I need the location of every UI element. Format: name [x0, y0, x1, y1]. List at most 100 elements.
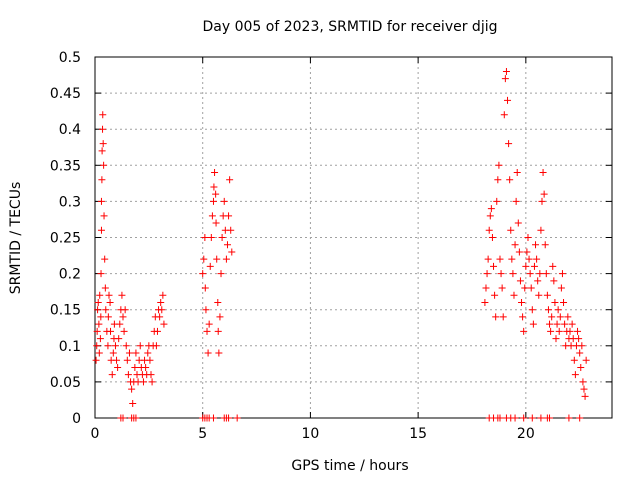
data-point	[500, 111, 508, 119]
data-point	[93, 327, 101, 335]
data-point	[520, 327, 528, 335]
data-point	[216, 313, 224, 321]
data-point	[578, 342, 586, 350]
data-point	[519, 313, 527, 321]
data-point	[99, 111, 107, 119]
data-point	[553, 320, 561, 328]
data-point	[218, 234, 226, 241]
data-point	[513, 169, 521, 177]
data-point	[142, 363, 150, 371]
data-point	[522, 262, 530, 270]
data-point	[526, 270, 534, 278]
data-point	[104, 313, 112, 321]
x-axis: 0 5 10 15 20	[91, 57, 535, 442]
data-point	[96, 335, 104, 343]
data-point	[521, 284, 529, 292]
data-point	[97, 270, 105, 278]
data-point	[99, 125, 107, 133]
data-point	[499, 313, 507, 321]
data-point	[131, 363, 139, 371]
y-tick-label: 0.05	[50, 375, 81, 391]
data-point	[552, 335, 560, 343]
x-tick-label: 5	[198, 426, 207, 442]
data-point	[144, 349, 152, 357]
data-point	[546, 414, 554, 422]
data-point	[116, 320, 124, 328]
data-point	[541, 241, 549, 249]
x-axis-label: GPS time / hours	[291, 458, 408, 474]
data-point	[96, 291, 104, 299]
data-point	[156, 313, 164, 321]
data-point	[152, 342, 160, 350]
data-point	[206, 262, 214, 270]
data-point	[115, 335, 123, 343]
data-point	[98, 147, 106, 155]
y-tick-label: 0.2	[59, 267, 81, 283]
data-point	[523, 248, 531, 256]
data-point	[111, 342, 119, 350]
data-point	[570, 356, 578, 364]
data-point	[548, 313, 556, 321]
y-axis-label: SRMTID / TECUs	[8, 182, 24, 295]
data-point	[159, 291, 167, 299]
data-point	[528, 306, 536, 314]
data-point	[525, 255, 533, 263]
data-point	[485, 226, 493, 234]
data-point	[529, 320, 537, 328]
data-point	[119, 313, 127, 321]
data-point	[554, 306, 562, 314]
data-point	[100, 161, 108, 169]
data-point	[540, 190, 548, 198]
y-tick-label: 0.25	[50, 231, 81, 247]
x-tick-label: 15	[409, 426, 427, 442]
data-point	[511, 241, 519, 249]
data-point	[514, 219, 522, 227]
data-point	[557, 284, 565, 292]
data-point	[113, 356, 121, 364]
gridlines	[95, 57, 612, 418]
data-point	[118, 291, 126, 299]
data-point	[551, 298, 559, 306]
data-point	[543, 291, 551, 299]
data-point	[549, 262, 557, 270]
data-point	[215, 349, 223, 357]
data-point	[153, 327, 161, 335]
data-point	[201, 284, 209, 292]
data-point	[564, 313, 572, 321]
data-point	[512, 197, 520, 205]
y-tick-label: 0.3	[59, 194, 81, 210]
data-point	[491, 291, 499, 299]
data-point	[508, 255, 516, 263]
data-point	[575, 335, 583, 343]
data-point	[560, 298, 568, 306]
data-point	[139, 378, 147, 386]
data-point	[493, 197, 501, 205]
data-point	[496, 255, 504, 263]
data-point	[203, 327, 211, 335]
data-point	[505, 140, 513, 148]
data-point	[128, 385, 136, 393]
data-point	[483, 270, 491, 278]
data-point	[100, 212, 108, 220]
data-point	[148, 378, 156, 386]
data-point	[217, 270, 225, 278]
data-point	[581, 392, 589, 400]
data-point	[536, 270, 544, 278]
data-points	[92, 67, 590, 422]
data-point	[201, 234, 209, 241]
data-point	[220, 197, 228, 205]
data-point	[93, 342, 101, 350]
data-point	[114, 363, 122, 371]
data-point	[577, 363, 585, 371]
data-point	[533, 255, 541, 263]
data-point	[107, 327, 115, 335]
data-point	[527, 284, 535, 292]
data-point	[101, 284, 109, 292]
data-point	[211, 169, 219, 177]
data-point	[516, 277, 524, 285]
data-point	[95, 349, 103, 357]
data-point	[205, 320, 213, 328]
data-point	[124, 371, 132, 379]
y-axis: 0 0.05 0.1 0.15 0.2 0.25 0.3 0.35 0.4 0.45 0.5	[50, 50, 612, 427]
